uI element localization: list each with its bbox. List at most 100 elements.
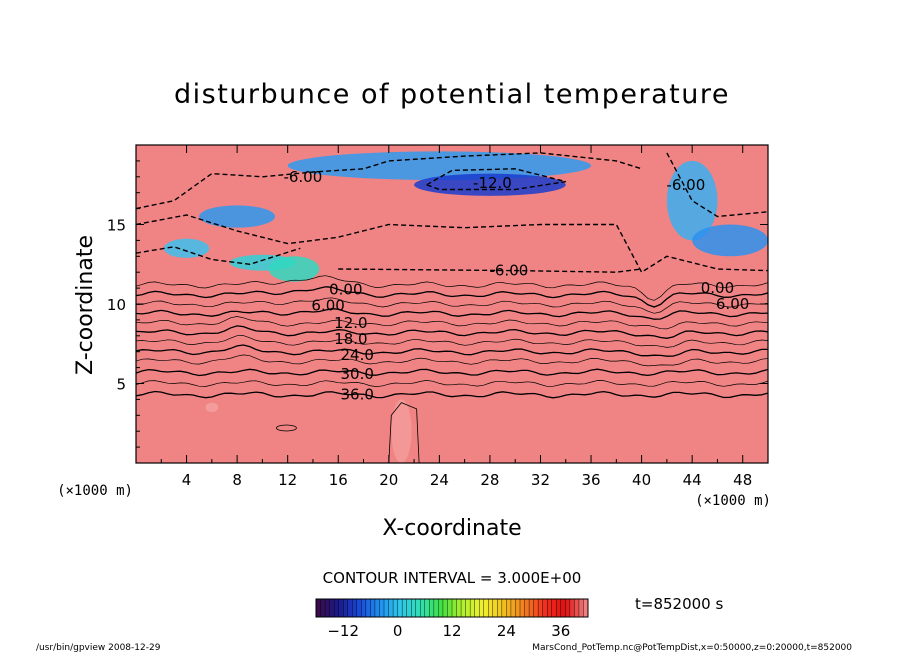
colorbar-cell-55 [565,598,571,618]
contour-label-5: 6.00 [311,297,344,315]
contour-label-4: 0.00 [329,281,362,299]
colorbar-cell-23 [420,598,426,618]
contour-line-0 [136,390,768,399]
colorbar-cell-43 [510,598,516,618]
contour-label-0: -6.00 [283,168,322,186]
colorbar-cell-25 [429,598,435,618]
contour-line-3 [136,354,768,367]
contour-label-1: -12.0 [473,174,512,192]
colorbar-cell-16 [388,598,394,618]
x-tick-label-7: 32 [531,471,550,489]
colorbar-cell-50 [542,598,548,618]
x-tick-label-11: 48 [733,471,752,489]
contour-label-6: 12.0 [334,314,367,332]
colorbar-cell-52 [551,598,557,618]
contour-line-1 [136,380,768,387]
colorbar-cell-33 [465,598,471,618]
contour-line-11 [136,275,768,301]
contour-line-5 [136,335,768,348]
contour-lines [136,152,768,463]
colorbar-cell-48 [533,598,539,618]
dashed-contour-1 [426,168,566,191]
colorbar-cell-14 [379,598,385,618]
colorbar-cell-28 [442,598,448,618]
x-tick-label-1: 8 [232,471,242,489]
colorbar-cell-19 [401,598,408,618]
patch-7 [692,224,768,257]
contour-line-7 [136,316,768,330]
contour-line-9 [136,297,768,314]
patch-6 [666,160,718,241]
small-contour-2 [388,402,420,463]
footer-right: MarsCond_PotTemp.nc@PotTempDist,x=0:5000… [532,643,852,653]
colorbar-cell-37 [483,598,489,618]
colorbar-cell-41 [501,598,507,618]
time-label: t=852000 s [635,595,723,613]
colorbar-cell-21 [411,598,417,618]
x-axis: 4 8 12 16 20 24 28 32 36 40 44 48 [160,145,752,489]
colorbar-cell-8 [352,598,358,618]
x-tick-label-3: 16 [329,471,348,489]
colorbar-cell-39 [492,598,498,618]
colorbar-tick-label-3: 24 [497,622,516,640]
x-tick-label-10: 44 [683,471,702,489]
contour-label-10: 36.0 [340,386,373,404]
colorbar-cell-9 [356,598,362,618]
colorbar-cell-45 [519,598,526,618]
colorbar-cell-38 [488,598,494,618]
x-tick-label-0: 4 [182,471,192,489]
colorbar-tick-label-0: −12 [327,622,359,640]
colorbar-cell-35 [474,598,480,618]
x-axis-unit: (×1000 m) [695,493,771,509]
colorbar-cell-18 [397,598,403,618]
colorbar-cell-3 [329,598,335,618]
chart-title: disturbunce of potential temperature [174,79,730,110]
patch-8 [205,402,219,413]
x-tick-label-5: 24 [430,471,449,489]
y-tick-label-1: 10 [107,296,126,314]
colorbar-cell-26 [433,598,439,618]
contour-line-8 [136,308,768,320]
patch-5 [414,173,566,196]
colorbar-cell-42 [506,598,512,618]
colorbar-cell-17 [392,598,399,618]
colorbar-cell-40 [497,598,503,618]
patch-4 [287,151,592,180]
y-axis: 5 10 15 [107,160,768,448]
colorbar-cell-58 [578,598,584,618]
colorbar-cell-2 [324,598,331,618]
patch-3 [199,205,276,228]
contour-line-10 [136,286,768,308]
colorbar-cell-44 [515,598,521,618]
colorbar-cell-30 [451,598,458,618]
contour-label-11: 0.00 [701,279,734,297]
colorbar-cell-4 [333,598,340,618]
contour-line-4 [136,344,768,357]
dashed-contour-4 [666,152,768,218]
colorbar-cell-53 [556,598,562,618]
colorbar-cell-31 [456,598,462,618]
x-axis-label: X-coordinate [382,516,521,541]
colorbar-cell-49 [537,598,544,618]
colorbar-cell-6 [343,598,349,618]
colorbar-cell-27 [438,598,444,618]
contour-label-8: 24.0 [340,346,373,364]
colorbar-cell-20 [406,598,412,618]
colorbar-cell-11 [365,598,371,618]
colorbar-tick-label-1: 0 [393,622,403,640]
footer-left: /usr/bin/gpview 2008-12-29 [36,643,161,653]
colorbar-cell-7 [347,598,353,618]
colorbar-cell-0 [315,598,322,618]
colorbar-cell-29 [447,598,453,618]
colorbar-cell-34 [469,598,476,618]
x-tick-label-9: 40 [632,471,651,489]
y-tick-label-0: 5 [116,376,126,394]
colorbar-cell-10 [361,598,367,618]
colorbar-tick-label-2: 12 [442,622,461,640]
x-tick-label-8: 36 [581,471,600,489]
colorbar-cell-51 [547,598,553,618]
contour-labels: -6.00 -12.0 -6.00-6.000.006.0012.018.024.0… [283,168,749,404]
contour-line-6 [136,325,768,339]
contour-label-2: -6.00 [666,176,705,194]
